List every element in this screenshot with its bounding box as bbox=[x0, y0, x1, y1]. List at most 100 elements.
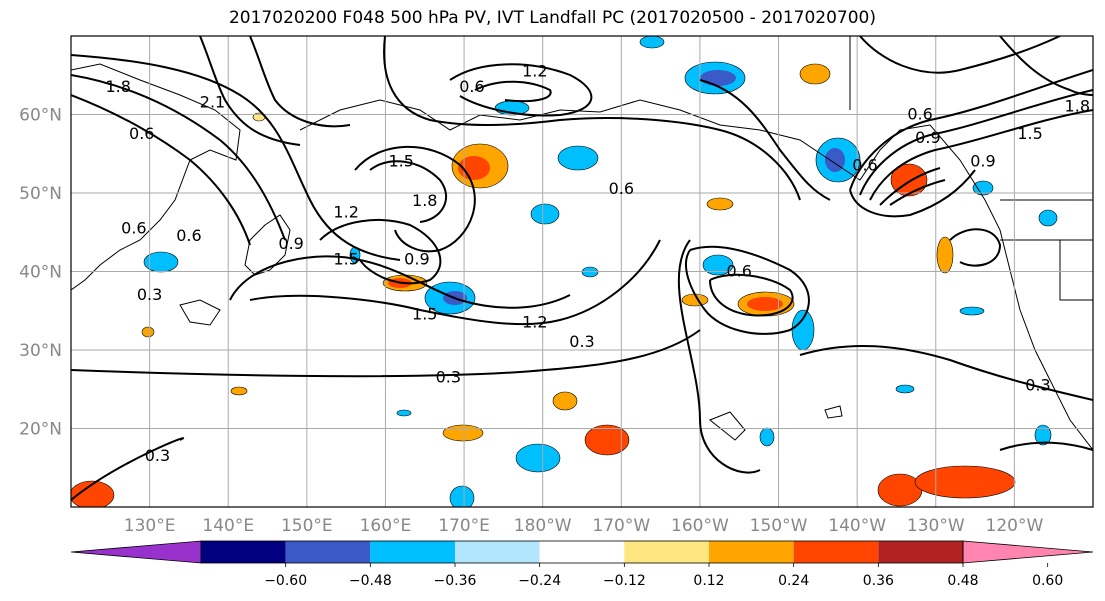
contour-label: 1.8 bbox=[412, 191, 437, 210]
colorbar-tick-label: 0.24 bbox=[778, 573, 809, 589]
longitude-tick-labels: 130°E 140°E 150°E 160°E 170°E 180°W 170°W 160°W… bbox=[124, 516, 1044, 536]
colorbar-tick-label: −0.60 bbox=[264, 573, 307, 589]
colorbar-tick-label: 0.60 bbox=[1032, 573, 1063, 589]
longitude-tick-label: 180°W bbox=[514, 516, 572, 536]
contour-label: 0.6 bbox=[176, 226, 201, 245]
contour-label: 0.6 bbox=[129, 124, 154, 143]
contour-label: 0.9 bbox=[404, 250, 429, 269]
colorbar-segment bbox=[709, 541, 794, 563]
contour-label: 1.2 bbox=[522, 313, 547, 332]
negative-anomaly bbox=[557, 145, 599, 171]
colorbar-segment bbox=[624, 541, 709, 563]
negative-anomaly bbox=[515, 443, 561, 473]
colorbar-segment bbox=[285, 541, 371, 563]
contour-label: 1.5 bbox=[412, 305, 437, 324]
colorbar-segment bbox=[370, 541, 455, 563]
positive-anomaly bbox=[914, 465, 1016, 499]
longitude-tick-label: 160°E bbox=[360, 516, 412, 536]
map-title: 2017020200 F048 500 hPa PV, IVT Landfall… bbox=[228, 8, 876, 28]
negative-anomaly bbox=[449, 485, 475, 507]
contour-label: 0.9 bbox=[278, 234, 303, 253]
contour-label: 0.9 bbox=[970, 152, 995, 171]
colorbar-tick-labels: −0.60 −0.48 −0.36 −0.24 −0.12 0.12 0.24 0.36 0.4… bbox=[264, 563, 1063, 589]
latitude-tick-label: 30°N bbox=[19, 341, 62, 361]
positive-anomaly bbox=[71, 480, 115, 507]
contour-label: 0.6 bbox=[852, 156, 877, 175]
contour-label: 0.9 bbox=[915, 128, 940, 147]
positive-anomaly bbox=[458, 156, 490, 180]
latitude-tick-label: 60°N bbox=[19, 106, 62, 126]
contour-label: 0.6 bbox=[121, 218, 146, 237]
colorbar-min-extension bbox=[70, 540, 202, 564]
positive-anomaly bbox=[877, 473, 923, 507]
contour-label: 1.5 bbox=[333, 250, 358, 269]
latitude-tick-label: 40°N bbox=[19, 263, 62, 283]
contour-label: 0.6 bbox=[459, 77, 484, 96]
colorbar-segment bbox=[201, 541, 286, 563]
contour-label: 1.8 bbox=[1065, 97, 1090, 116]
longitude-tick-label: 130°E bbox=[124, 516, 176, 536]
longitude-tick-label: 120°W bbox=[986, 516, 1044, 536]
negative-anomaly bbox=[639, 36, 665, 49]
colorbar-tick-label: −0.36 bbox=[434, 573, 477, 589]
positive-anomaly bbox=[230, 386, 248, 396]
positive-anomaly bbox=[141, 326, 155, 338]
contour-label: 1.5 bbox=[1017, 124, 1042, 143]
negative-anomaly bbox=[825, 148, 845, 172]
positive-anomaly bbox=[442, 424, 484, 442]
contour-label: 0.3 bbox=[1025, 375, 1050, 394]
negative-anomaly bbox=[759, 427, 775, 447]
colorbar-tick-label: −0.48 bbox=[349, 573, 392, 589]
negative-anomaly bbox=[396, 409, 412, 417]
contour-label: 0.6 bbox=[727, 262, 752, 281]
negative-anomaly bbox=[959, 306, 985, 316]
longitude-tick-label: 150°W bbox=[750, 516, 808, 536]
contour-label: 0.3 bbox=[569, 332, 594, 351]
contour-label: 0.3 bbox=[145, 446, 170, 465]
colorbar-tick-label: 0.36 bbox=[863, 573, 894, 589]
colorbar bbox=[70, 540, 1094, 564]
contour-label: 0.3 bbox=[436, 367, 461, 386]
positive-anomaly bbox=[552, 391, 578, 411]
positive-anomaly bbox=[747, 297, 783, 311]
negative-anomaly bbox=[1038, 209, 1058, 227]
contour-label: 0.6 bbox=[907, 105, 932, 124]
colorbar-tick-label: −0.12 bbox=[603, 573, 646, 589]
map-border bbox=[70, 35, 1094, 508]
graticule bbox=[71, 36, 1093, 507]
negative-anomaly bbox=[972, 180, 994, 196]
contour-label: 1.2 bbox=[522, 61, 547, 80]
negative-anomaly bbox=[143, 251, 179, 273]
colorbar-tick-label: 0.12 bbox=[693, 573, 724, 589]
positive-anomaly bbox=[706, 197, 734, 211]
negative-anomaly bbox=[702, 254, 734, 276]
colorbar-segment bbox=[878, 541, 963, 563]
contour-label: 0.3 bbox=[137, 285, 162, 304]
colorbar-tick-label: 0.48 bbox=[947, 573, 978, 589]
colorbar-segment bbox=[539, 541, 625, 563]
colorbar-max-extension bbox=[962, 540, 1094, 564]
colorbar-segment bbox=[455, 541, 540, 563]
negative-anomaly bbox=[1034, 424, 1052, 446]
negative-anomaly bbox=[895, 384, 915, 394]
negative-anomaly bbox=[791, 309, 815, 351]
positive-anomaly bbox=[799, 63, 831, 85]
longitude-tick-label: 160°W bbox=[671, 516, 729, 536]
negative-anomaly bbox=[530, 203, 560, 225]
colorbar-tick-label: −0.24 bbox=[518, 573, 561, 589]
contour-label: 1.5 bbox=[388, 152, 413, 171]
negative-anomaly bbox=[700, 70, 736, 86]
contour-label: 1.2 bbox=[333, 203, 358, 222]
positive-anomaly bbox=[936, 236, 954, 274]
longitude-tick-label: 170°E bbox=[438, 516, 490, 536]
colorbar-segment bbox=[793, 541, 879, 563]
contour-labels: 1.8 0.6 0.6 0.6 0.9 1.2 1.5 1.8 0.9 1.5 1.5 1.2 0.3 0… bbox=[105, 61, 1090, 465]
pv-contours bbox=[71, 36, 1093, 501]
latitude-tick-label: 50°N bbox=[19, 184, 62, 204]
colorbar-frame bbox=[200, 540, 964, 564]
coastlines bbox=[71, 36, 1093, 451]
longitude-tick-label: 170°W bbox=[592, 516, 650, 536]
contour-label: 0.6 bbox=[609, 179, 634, 198]
longitude-tick-label: 150°E bbox=[281, 516, 333, 536]
